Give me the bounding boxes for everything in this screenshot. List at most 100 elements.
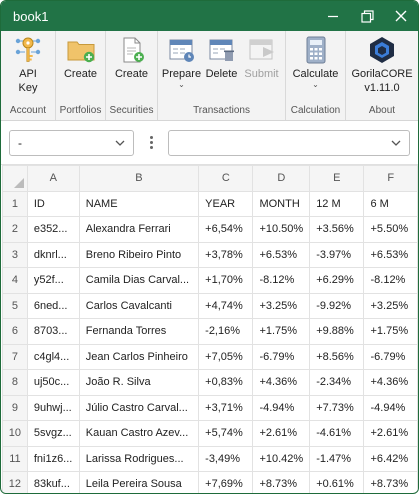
cell[interactable]: -2,16%	[198, 318, 254, 345]
cell[interactable]: +7.73%	[309, 394, 365, 421]
column-header-e[interactable]: E	[309, 165, 365, 192]
cell[interactable]: -8.12%	[363, 267, 418, 294]
column-header-a[interactable]: A	[26, 165, 80, 192]
cell[interactable]: uj50c...	[26, 369, 80, 396]
delete-button[interactable]: Delete	[202, 35, 242, 104]
cell[interactable]: Alexandra Ferrari	[78, 216, 200, 243]
cell[interactable]: +4.36%	[252, 369, 311, 396]
row-header[interactable]: 8	[2, 369, 28, 396]
cell[interactable]: -4.94%	[252, 394, 311, 421]
cell[interactable]: +7,05%	[198, 343, 254, 370]
cell[interactable]: -3,49%	[198, 445, 254, 472]
close-button[interactable]	[384, 1, 418, 31]
cell[interactable]: fni1z6...	[26, 445, 80, 472]
cell[interactable]: +10.42%	[252, 445, 311, 472]
row-header[interactable]: 10	[2, 420, 28, 447]
cell[interactable]: 5svgz...	[26, 420, 80, 447]
api-key-button[interactable]: API Key	[3, 35, 53, 104]
cell[interactable]: +2.61%	[252, 420, 311, 447]
cell[interactable]: +3.25%	[252, 292, 311, 319]
cell[interactable]: 83kuf...	[26, 471, 80, 493]
cell[interactable]: +3,71%	[198, 394, 254, 421]
cell[interactable]: e352...	[26, 216, 80, 243]
more-options-icon[interactable]	[141, 136, 161, 149]
column-header-c[interactable]: C	[198, 165, 254, 192]
row-header[interactable]: 5	[2, 292, 28, 319]
submit-button[interactable]: Submit	[242, 35, 282, 104]
cell[interactable]: -4.94%	[363, 394, 418, 421]
cell[interactable]: +6,54%	[198, 216, 254, 243]
left-select[interactable]: -	[9, 129, 135, 156]
cell[interactable]: +1.75%	[363, 318, 418, 345]
cell[interactable]: +0.61%	[309, 471, 365, 493]
cell[interactable]: Larissa Rodrigues...	[78, 445, 200, 472]
cell[interactable]: NAME	[78, 190, 200, 217]
cell[interactable]: João R. Silva	[78, 369, 200, 396]
cell[interactable]: +6.42%	[363, 445, 418, 472]
cell[interactable]: -6.79%	[363, 343, 418, 370]
row-header[interactable]: 1	[2, 190, 28, 217]
create-security-button[interactable]: Create	[107, 35, 157, 104]
cell[interactable]: +1.75%	[252, 318, 311, 345]
cell[interactable]: +6.29%	[309, 267, 365, 294]
cell[interactable]: -8.12%	[252, 267, 311, 294]
column-header-b[interactable]: B	[78, 165, 200, 192]
cell[interactable]: +4,74%	[198, 292, 254, 319]
cell[interactable]: -1.47%	[309, 445, 365, 472]
cell[interactable]: +8.73%	[252, 471, 311, 493]
cell[interactable]: +3.56%	[309, 216, 365, 243]
create-portfolio-button[interactable]: Create	[57, 35, 105, 104]
calculate-button[interactable]: Calculate ⌄	[287, 35, 345, 104]
cell[interactable]: c4gl4...	[26, 343, 80, 370]
cell[interactable]: dknrl...	[26, 241, 80, 268]
restore-button[interactable]	[350, 1, 384, 31]
cell[interactable]: Leila Pereira Sousa	[78, 471, 200, 493]
cell[interactable]: +6.53%	[252, 241, 311, 268]
cell[interactable]: +1,70%	[198, 267, 254, 294]
cell[interactable]: y52f...	[26, 267, 80, 294]
cell[interactable]: -3.97%	[309, 241, 365, 268]
minimize-button[interactable]	[316, 1, 350, 31]
cell[interactable]: Fernanda Torres	[78, 318, 200, 345]
cell[interactable]: 12 M	[309, 190, 365, 217]
right-select[interactable]	[168, 129, 410, 156]
prepare-button[interactable]: Prepare ⌄	[162, 35, 202, 104]
row-header[interactable]: 2	[2, 216, 28, 243]
cell[interactable]: Kauan Castro Azev...	[78, 420, 200, 447]
row-header[interactable]: 9	[2, 394, 28, 421]
cell[interactable]: +7,69%	[198, 471, 254, 493]
cell[interactable]: +10.50%	[252, 216, 311, 243]
column-header-d[interactable]: D	[252, 165, 311, 192]
cell[interactable]: +6.53%	[363, 241, 418, 268]
row-header[interactable]: 11	[2, 445, 28, 472]
select-all-corner[interactable]	[2, 165, 28, 192]
cell[interactable]: 8703...	[26, 318, 80, 345]
cell[interactable]: -4.61%	[309, 420, 365, 447]
cell[interactable]: Jean Carlos Pinheiro	[78, 343, 200, 370]
row-header[interactable]: 3	[2, 241, 28, 268]
cell[interactable]: +5,74%	[198, 420, 254, 447]
cell[interactable]: +3.25%	[363, 292, 418, 319]
cell[interactable]: 9uhwj...	[26, 394, 80, 421]
cell[interactable]: +0,83%	[198, 369, 254, 396]
cell[interactable]: Breno Ribeiro Pinto	[78, 241, 200, 268]
cell[interactable]: -9.92%	[309, 292, 365, 319]
row-header[interactable]: 12	[2, 471, 28, 493]
cell[interactable]: +4.36%	[363, 369, 418, 396]
gorilacore-about-button[interactable]: GorilaCORE v1.11.0	[347, 35, 417, 104]
cell[interactable]: +3,78%	[198, 241, 254, 268]
row-header[interactable]: 7	[2, 343, 28, 370]
column-header-f[interactable]: F	[363, 165, 418, 192]
row-header[interactable]: 6	[2, 318, 28, 345]
cell[interactable]: 6 M	[363, 190, 418, 217]
cell[interactable]: +8.56%	[309, 343, 365, 370]
cell[interactable]: +9.88%	[309, 318, 365, 345]
cell[interactable]: Júlio Castro Carval...	[78, 394, 200, 421]
cell[interactable]: +8.73%	[363, 471, 418, 493]
cell[interactable]: MONTH	[252, 190, 311, 217]
cell[interactable]: -2.34%	[309, 369, 365, 396]
cell[interactable]: +2.61%	[363, 420, 418, 447]
cell[interactable]: ID	[26, 190, 80, 217]
cell[interactable]: +5.50%	[363, 216, 418, 243]
cell[interactable]: Camila Dias Carval...	[78, 267, 200, 294]
